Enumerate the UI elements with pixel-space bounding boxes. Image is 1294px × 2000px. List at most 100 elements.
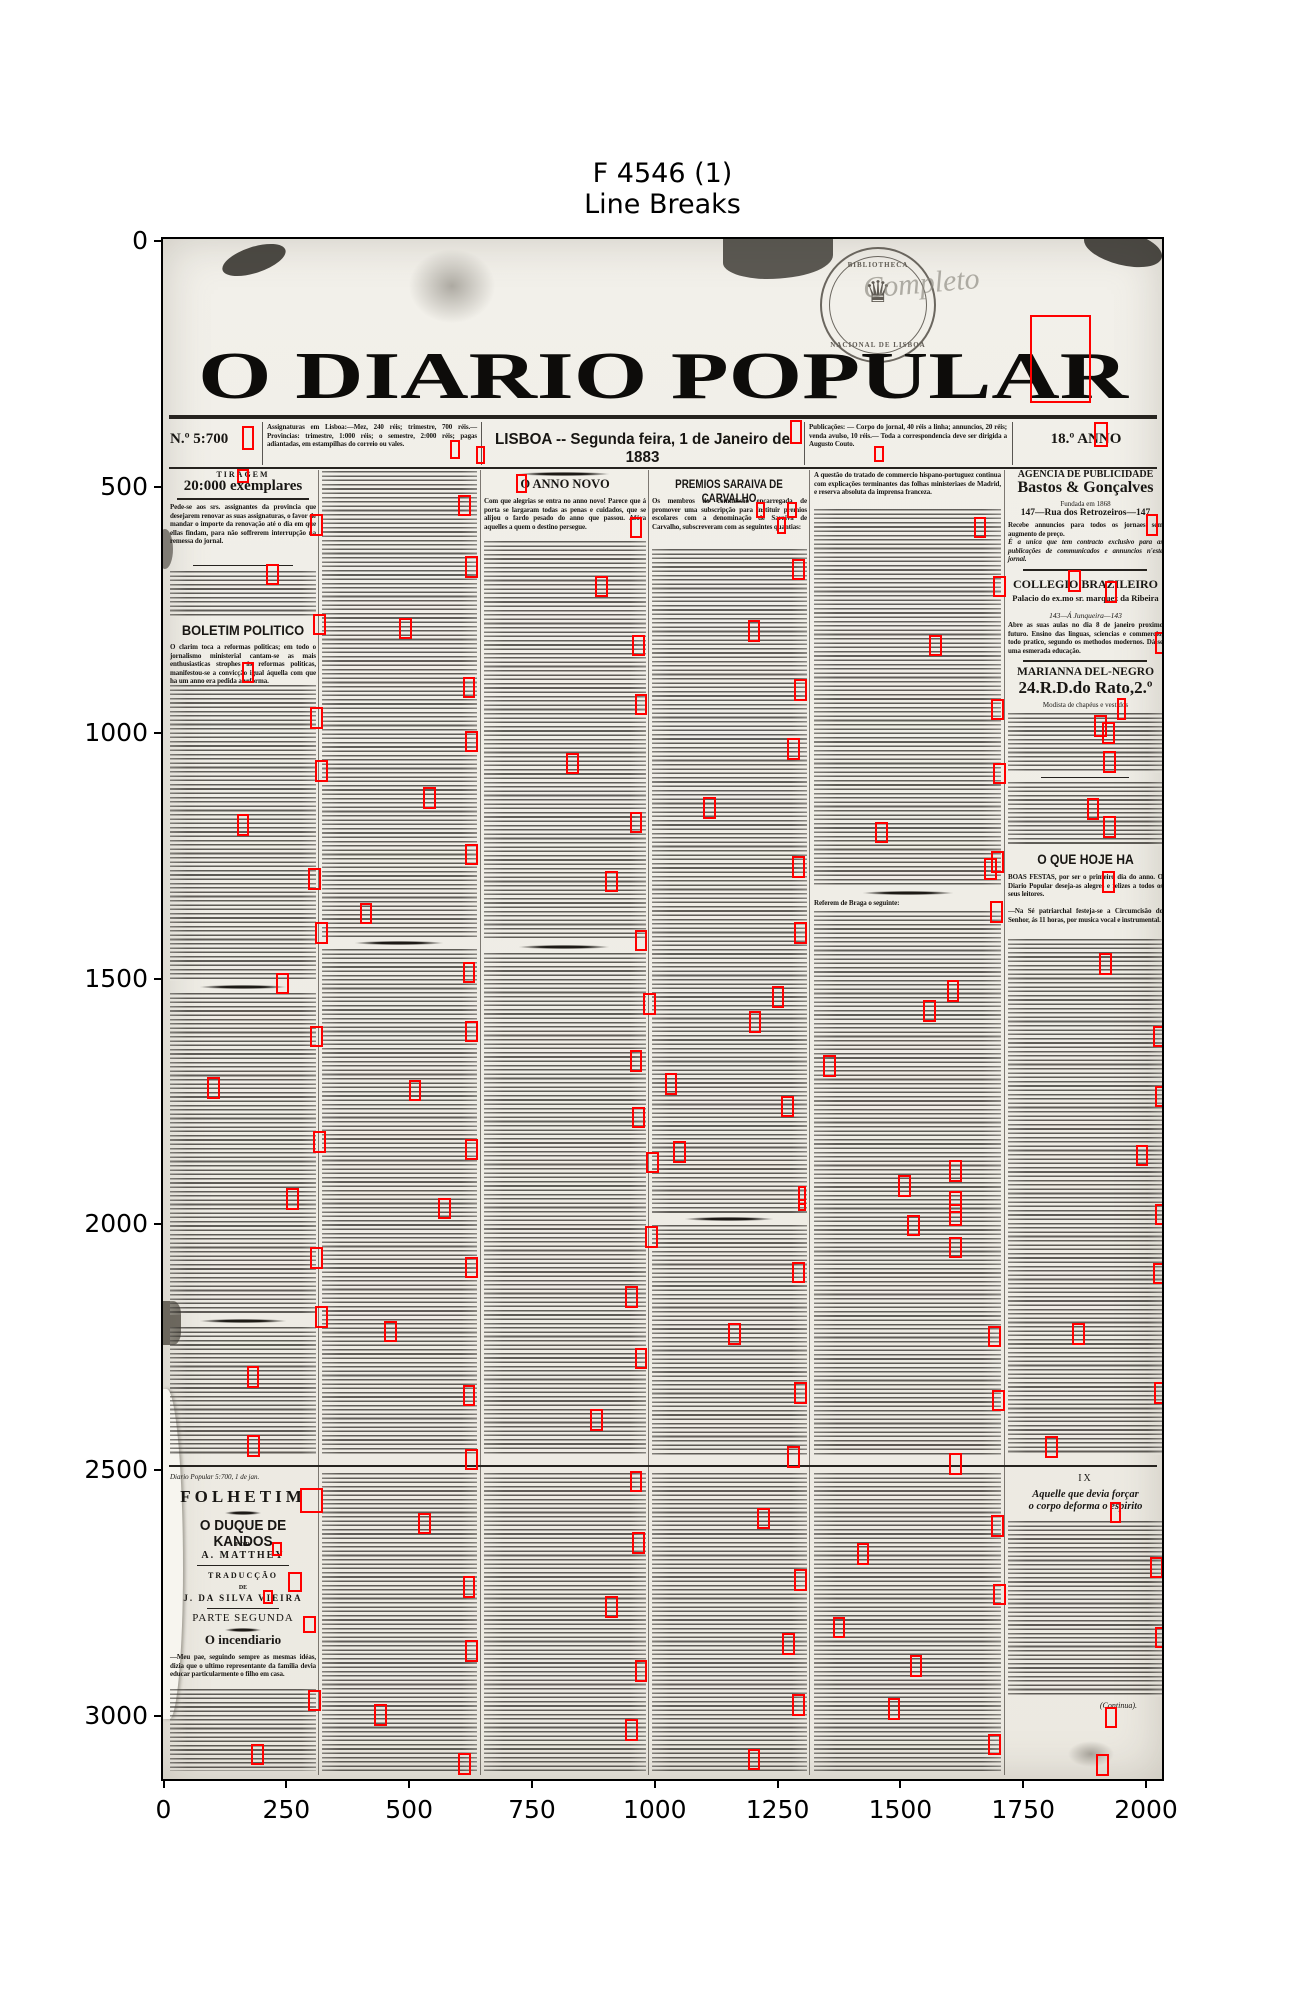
line-break-box bbox=[794, 1569, 808, 1591]
y-tick-label: 1000 bbox=[84, 717, 148, 747]
line-break-box bbox=[465, 1448, 478, 1471]
divider-ornament bbox=[225, 1628, 261, 1632]
y-tick-label: 0 bbox=[132, 226, 148, 255]
dateline-sep-4 bbox=[1012, 422, 1013, 465]
line-break-box bbox=[949, 1236, 963, 1259]
text-block bbox=[1008, 939, 1162, 1455]
edge-spot bbox=[163, 529, 173, 569]
continua-label: (Continua). bbox=[1099, 1701, 1137, 1710]
de-label: DE bbox=[238, 1585, 248, 1591]
text-block bbox=[170, 571, 316, 617]
issue-number: N.º 5:700 bbox=[170, 431, 229, 447]
library-stamp: ♛ BIBLIOTHECA NACIONAL DE LISBOA bbox=[820, 247, 936, 363]
line-break-box bbox=[1103, 751, 1117, 773]
anno-novo-heading: O ANNO NOVO bbox=[520, 477, 610, 491]
line-break-box bbox=[797, 1199, 806, 1212]
line-break-box bbox=[747, 620, 761, 642]
x-tick-mark bbox=[1022, 1779, 1025, 1788]
agencia-ad-text: Recebe annuncios para todos os jornaes s… bbox=[1008, 521, 1163, 538]
line-break-box bbox=[1154, 1382, 1162, 1404]
line-break-box bbox=[307, 868, 321, 890]
line-break-box bbox=[1096, 1754, 1110, 1777]
line-break-box bbox=[1116, 698, 1127, 720]
line-break-box bbox=[1145, 514, 1159, 536]
line-break-box bbox=[1030, 315, 1092, 403]
column-rule-2 bbox=[480, 470, 481, 1775]
line-break-box bbox=[634, 929, 648, 952]
line-break-box bbox=[949, 1160, 963, 1183]
y-tick-mark bbox=[154, 240, 163, 242]
line-break-box bbox=[781, 1632, 795, 1655]
line-break-box bbox=[898, 1175, 912, 1197]
stamp-text-bottom: NACIONAL DE LISBOA bbox=[830, 341, 926, 349]
dateline-sep-2 bbox=[481, 422, 482, 465]
hispano-snippet: A questão do tratado de commercio hispan… bbox=[814, 471, 1001, 496]
line-break-box bbox=[791, 856, 805, 878]
line-break-box bbox=[1094, 714, 1108, 737]
line-break-box bbox=[993, 762, 1006, 785]
line-break-box bbox=[624, 1286, 638, 1308]
y-tick-label: 2000 bbox=[84, 1209, 148, 1239]
line-break-box bbox=[797, 1185, 806, 1206]
figure-title: F 4546 (1) Line Breaks bbox=[163, 158, 1162, 220]
line-break-box bbox=[515, 474, 527, 493]
text-block bbox=[652, 1473, 807, 1771]
x-tick-mark bbox=[776, 1779, 779, 1788]
line-break-box bbox=[462, 1576, 476, 1599]
line-break-box bbox=[991, 851, 1004, 873]
ink-smudge bbox=[218, 239, 290, 283]
line-break-box bbox=[629, 1050, 643, 1072]
pen-flourish-smudge bbox=[409, 249, 495, 323]
line-break-box bbox=[1152, 1262, 1162, 1285]
dark-fold-mark bbox=[723, 239, 833, 279]
x-tick-mark bbox=[1145, 1779, 1147, 1788]
line-break-box bbox=[310, 1246, 324, 1269]
line-break-box bbox=[465, 1640, 478, 1662]
folhetim-label: FOLHETIM bbox=[180, 1487, 306, 1506]
line-break-box bbox=[1068, 569, 1082, 592]
folhetim-title: O DUQUE DE KANDOS bbox=[199, 1518, 287, 1550]
divider-ornament bbox=[863, 891, 953, 895]
text-block bbox=[1008, 782, 1162, 846]
hoje-text: BOAS FESTAS, por ser o primeiro dia do a… bbox=[1008, 873, 1163, 898]
text-block bbox=[170, 1327, 316, 1455]
dateline-sep-1 bbox=[262, 422, 263, 465]
line-break-box bbox=[1135, 1144, 1149, 1167]
line-break-box bbox=[465, 730, 478, 753]
divider-ornament bbox=[519, 472, 609, 476]
line-break-box bbox=[1099, 953, 1113, 976]
translator-name: J. DA SILVA VIEIRA bbox=[183, 1593, 303, 1603]
text-block bbox=[814, 509, 1001, 887]
line-break-box bbox=[465, 1138, 478, 1161]
line-break-box bbox=[565, 752, 579, 775]
column-rule-1 bbox=[318, 470, 319, 1775]
corner-mark bbox=[1080, 239, 1162, 275]
line-break-box bbox=[794, 922, 808, 945]
column-rule-3 bbox=[648, 470, 649, 1775]
line-break-box bbox=[756, 502, 766, 519]
line-break-box bbox=[634, 1347, 648, 1370]
line-break-box bbox=[266, 563, 279, 586]
line-break-box bbox=[307, 1689, 321, 1712]
line-break-box bbox=[1155, 632, 1162, 654]
line-break-box bbox=[310, 1025, 324, 1048]
figure-title-line1: F 4546 (1) bbox=[592, 158, 733, 189]
line-break-box bbox=[1103, 816, 1117, 838]
line-break-box bbox=[629, 811, 643, 834]
line-break-box bbox=[822, 1055, 836, 1077]
masthead-svg: O DIARIO POPULAR bbox=[198, 340, 1129, 409]
line-break-box bbox=[949, 1453, 962, 1476]
line-break-box bbox=[590, 1409, 604, 1431]
text-block bbox=[170, 1689, 316, 1771]
line-break-box bbox=[992, 1389, 1005, 1412]
premios-snippet: Os membros da commissão encarregada de p… bbox=[652, 497, 807, 531]
line-break-box bbox=[993, 575, 1006, 598]
line-break-box bbox=[246, 1365, 260, 1388]
col6-rule-c bbox=[1041, 777, 1129, 778]
line-break-box bbox=[1104, 581, 1118, 603]
col1-rule-b bbox=[197, 1565, 289, 1566]
line-break-box bbox=[374, 1704, 387, 1726]
y-tick-mark bbox=[154, 731, 163, 734]
line-break-box bbox=[634, 1660, 648, 1682]
dateline-sep-3 bbox=[804, 422, 805, 465]
